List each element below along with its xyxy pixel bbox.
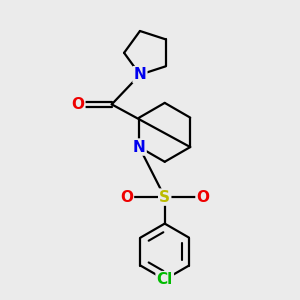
Text: O: O (71, 97, 84, 112)
Text: O: O (196, 190, 209, 205)
Text: O: O (120, 190, 133, 205)
Text: N: N (134, 67, 146, 82)
Text: N: N (133, 140, 146, 154)
Text: Cl: Cl (157, 272, 173, 287)
Text: S: S (159, 190, 170, 205)
